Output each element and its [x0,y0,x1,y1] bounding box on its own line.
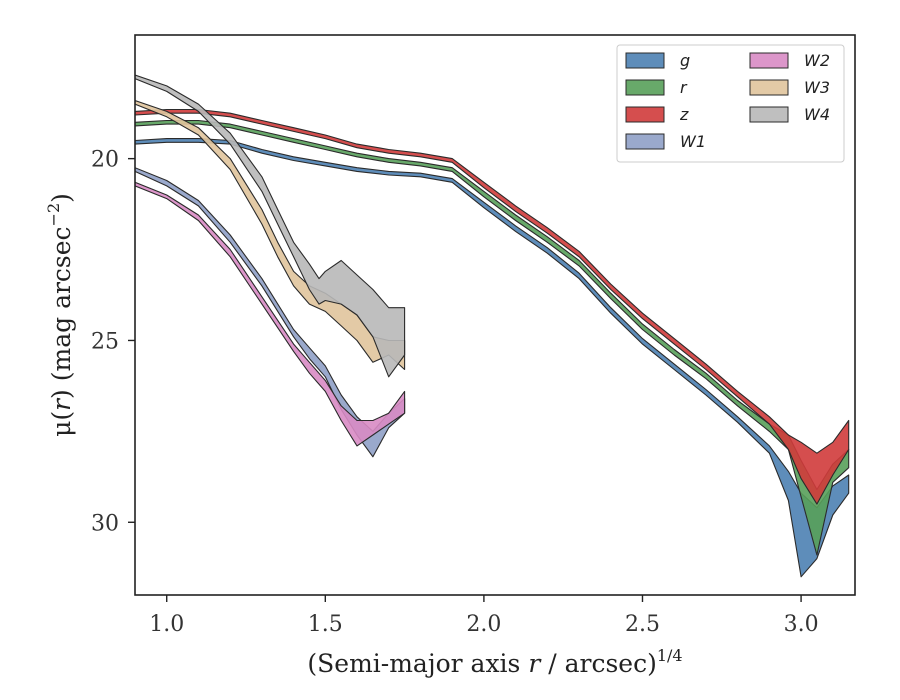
y-axis-ticks: 20 25 30 [91,148,135,536]
legend-swatch-w4 [749,106,789,123]
y-tick-label: 20 [91,148,119,173]
legend-label-g: g [680,51,690,70]
legend-label-w1: W1 [680,132,706,151]
band-g [135,138,850,578]
x-axis-label-open: (Semi-major axis [307,649,528,678]
legend-label-w3: W3 [804,78,830,97]
legend-swatch-g [625,52,665,69]
x-axis-label: (Semi-major axis r / arcsec)1/4 [307,646,682,678]
band-w2 [135,181,406,447]
x-tick-label: 1.0 [149,612,184,637]
legend-swatch-w1 [625,133,665,150]
x-axis-ticks: 1.0 1.5 2.0 2.5 3.0 [149,595,819,637]
plot-frame [134,34,856,596]
x-axis-label-exponent: 1/4 [657,646,683,665]
x-tick-label: 3.0 [784,612,819,637]
legend-swatch-z [625,106,665,123]
legend-label-w2: W2 [804,51,830,70]
legend-swatch-w3 [749,79,789,96]
x-tick-label: 2.5 [625,612,660,637]
band-w4 [135,74,406,378]
x-tick-label: 1.5 [308,612,343,637]
legend: grz W1 W2 W3 W4 [616,44,845,163]
y-axis-label-exponent: −2 [44,203,63,227]
band-r [135,119,850,556]
legend-label-w4: W4 [804,105,830,124]
x-tick-label: 2.0 [466,612,501,637]
y-tick-label: 30 [91,511,119,536]
y-axis-label-close: ) [47,193,76,203]
y-axis-label: μ(r) (mag arcsec−2) [44,193,76,437]
x-axis-label-rest: / arcsec) [540,649,657,678]
y-axis-label-mu: μ( [47,411,76,437]
x-axis-label-var: r [528,649,542,678]
band-z [135,108,850,505]
y-axis-label-var: r [47,397,76,411]
profile-bands [135,74,850,578]
legend-swatch-w2 [749,52,789,69]
y-axis-label-mid: ) (mag arcsec [47,226,76,399]
y-tick-label: 25 [91,329,119,354]
legend-swatch-r [625,79,665,96]
legend-frame [616,44,845,163]
legend-label-r: r [680,78,688,97]
legend-label-z: z [679,105,689,124]
